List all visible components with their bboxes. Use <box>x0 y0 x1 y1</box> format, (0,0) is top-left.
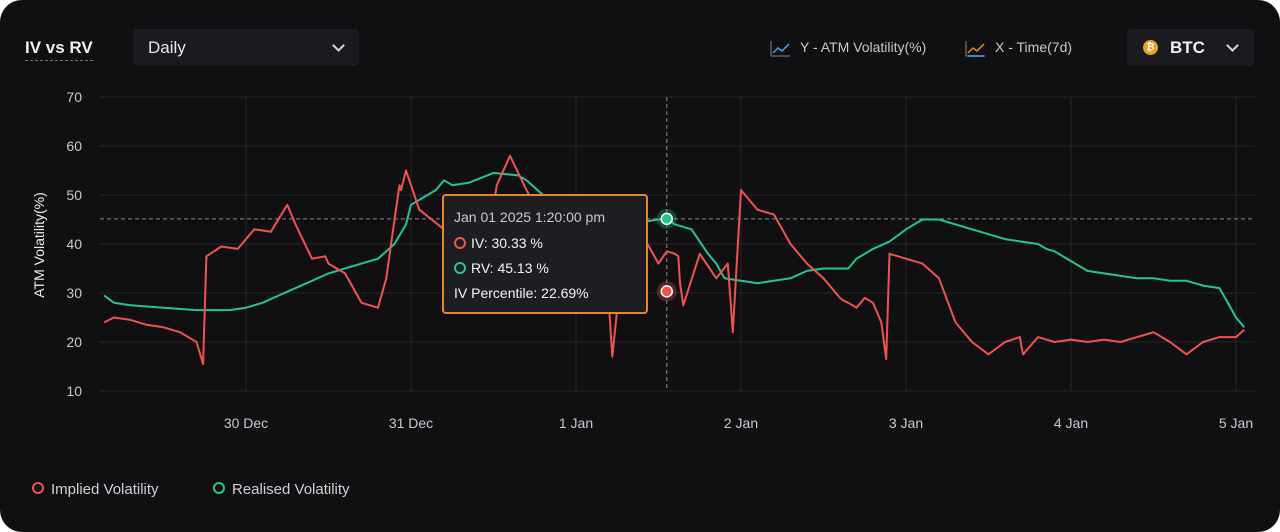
rv-marker-icon <box>454 262 466 274</box>
period-select[interactable]: Daily <box>133 29 359 66</box>
iv-series-line <box>103 154 1245 366</box>
x-tick-label: 5 Jan <box>1219 415 1253 431</box>
rv-series-line <box>103 171 1246 328</box>
y-tick-label: 10 <box>66 383 82 399</box>
y-axis-hint: Y - ATM Volatility(%) <box>770 38 950 57</box>
tooltip-rv-row: RV: 45.13 % <box>454 260 549 276</box>
y-tick-label: 20 <box>66 334 82 350</box>
tooltip-iv: IV: 30.33 % <box>471 235 543 251</box>
x-axis-hint-text: X - Time(7d) <box>995 39 1073 55</box>
legend-item-rv[interactable]: Realised Volatility <box>213 481 350 498</box>
y-axis-hint-text: Y - ATM Volatility(%) <box>800 39 927 55</box>
tooltip-rv: RV: 45.13 % <box>471 260 549 276</box>
line-chart-icon <box>965 41 985 57</box>
iv-hover-point <box>660 285 673 298</box>
line-chart-icon <box>770 41 790 57</box>
asset-select[interactable]: ₿ BTC <box>1127 29 1254 66</box>
x-tick-label: 4 Jan <box>1054 415 1088 431</box>
y-tick-label: 30 <box>66 285 82 301</box>
y-tick-label: 40 <box>66 236 82 252</box>
bitcoin-icon: ₿ <box>1143 40 1158 55</box>
tooltip-iv-row: IV: 30.33 % <box>454 235 543 251</box>
rv-legend-icon <box>213 482 225 494</box>
y-tick-label: 50 <box>66 187 82 203</box>
y-axis-label: ATM Volatility(%) <box>31 192 47 298</box>
rv-hover-point <box>660 212 673 226</box>
legend-iv-label: Implied Volatility <box>51 481 159 498</box>
asset-symbol: BTC <box>1170 38 1205 57</box>
y-tick-label: 70 <box>66 89 82 105</box>
tooltip-percentile: IV Percentile: 22.69% <box>454 285 589 301</box>
x-tick-label: 1 Jan <box>559 415 593 431</box>
tooltip-time: Jan 01 2025 1:20:00 pm <box>454 209 606 225</box>
legend-rv-label: Realised Volatility <box>232 481 350 498</box>
y-tick-label: 60 <box>66 138 82 154</box>
period-select-value: Daily <box>148 38 186 57</box>
hover-tooltip: Jan 01 2025 1:20:00 pm IV: 30.33 % RV: 4… <box>442 194 648 314</box>
x-tick-label: 30 Dec <box>224 415 268 431</box>
legend-item-iv[interactable]: Implied Volatility <box>32 481 159 498</box>
x-tick-label: 3 Jan <box>889 415 923 431</box>
iv-marker-icon <box>454 237 466 249</box>
x-tick-label: 2 Jan <box>724 415 758 431</box>
chart-title: IV vs RV <box>25 38 93 61</box>
x-axis-hint: X - Time(7d) <box>965 38 1095 57</box>
x-tick-label: 31 Dec <box>389 415 433 431</box>
iv-legend-icon <box>32 482 44 494</box>
